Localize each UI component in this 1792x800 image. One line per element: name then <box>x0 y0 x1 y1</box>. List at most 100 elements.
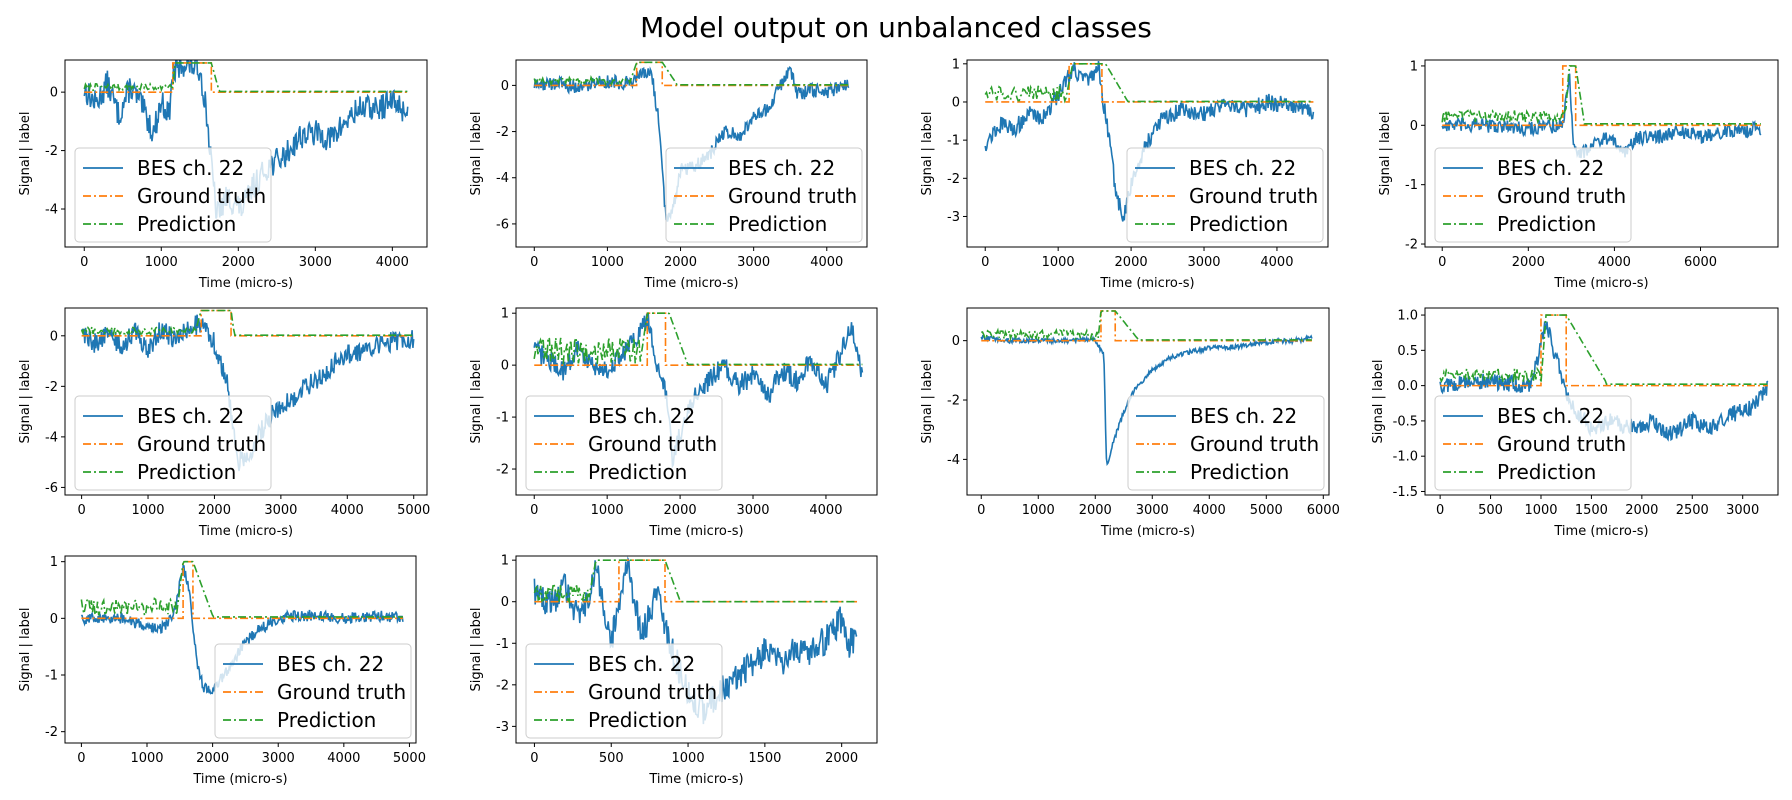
x-axis-label: Time (micro-s) <box>648 524 743 539</box>
figure-title: Model output on unbalanced classes <box>640 11 1152 44</box>
y-axis-label: Signal | label <box>920 359 935 443</box>
y-tick-label: 1 <box>1410 59 1418 74</box>
legend-signal-label: BES ch. 22 <box>728 156 835 180</box>
axes-frame <box>515 59 868 248</box>
legend-signal-label: BES ch. 22 <box>277 652 384 676</box>
y-tick-label: 1 <box>952 57 960 72</box>
y-tick-label: -1 <box>947 134 960 149</box>
prediction-line <box>533 312 863 366</box>
y-axis-label: Signal | label <box>1378 111 1393 195</box>
legend-signal-label: BES ch. 22 <box>1497 156 1604 180</box>
y-tick-label: 0.5 <box>1397 344 1418 359</box>
plot-area <box>980 310 1313 466</box>
legend: BES ch. 22 Ground truth Prediction <box>665 147 863 243</box>
prediction-line <box>533 559 857 604</box>
x-tick-label: 3000 <box>1136 503 1169 518</box>
legend-ground-truth-label: Ground truth <box>137 184 266 208</box>
y-tick-label: 0 <box>501 79 509 94</box>
x-tick-label: 4000 <box>1193 503 1226 518</box>
ground-truth-line <box>1442 65 1761 127</box>
x-tick-label: 0 <box>1436 503 1444 518</box>
x-tick-label: 0 <box>80 255 88 270</box>
y-axis-label: Signal | label <box>469 607 484 691</box>
y-tick-label: 1 <box>501 307 509 322</box>
y-tick-label: -3 <box>947 210 960 225</box>
legend: BES ch. 22 Ground truth Prediction <box>74 395 272 491</box>
y-tick-label: -1 <box>1405 178 1418 193</box>
legend-signal-label: BES ch. 22 <box>137 156 244 180</box>
y-axis-label: Signal | label <box>18 607 33 691</box>
y-tick-label: -1 <box>496 411 509 426</box>
y-tick-label: 0 <box>50 86 58 101</box>
legend-prediction-label: Prediction <box>137 460 236 484</box>
x-tick-label: 1000 <box>1524 503 1557 518</box>
x-axis-label: Time (micro-s) <box>198 524 293 539</box>
legend: BES ch. 22 Ground truth Prediction <box>74 147 272 243</box>
x-tick-label: 6000 <box>1307 503 1340 518</box>
y-tick-label: -2 <box>947 394 960 409</box>
x-tick-label: 0 <box>530 255 538 270</box>
legend-box <box>525 395 723 491</box>
y-tick-label: -2 <box>45 144 58 159</box>
y-tick-label: -1 <box>496 637 509 652</box>
y-tick-label: -1.0 <box>1393 450 1418 465</box>
legend-prediction-label: Prediction <box>1189 212 1288 236</box>
x-axis-label: Time (micro-s) <box>1100 524 1195 539</box>
y-tick-label: 1 <box>501 554 509 569</box>
legend-ground-truth-label: Ground truth <box>1497 184 1626 208</box>
x-tick-label: 1500 <box>748 751 781 766</box>
x-tick-label: 3000 <box>262 751 295 766</box>
y-tick-label: 0 <box>50 612 58 627</box>
y-tick-label: -6 <box>45 481 58 496</box>
x-tick-label: 0 <box>77 503 85 518</box>
x-tick-label: 500 <box>1478 503 1503 518</box>
y-tick-label: -2 <box>496 463 509 478</box>
x-tick-label: 3000 <box>737 255 770 270</box>
y-axis-label: Signal | label <box>469 359 484 443</box>
y-tick-label: 1 <box>50 555 58 570</box>
x-tick-label: 1000 <box>145 255 178 270</box>
x-tick-label: 2500 <box>1676 503 1709 518</box>
axes-frame <box>966 59 1329 248</box>
x-tick-label: 1000 <box>1022 503 1055 518</box>
axes-frame <box>515 555 878 744</box>
prediction-line <box>981 310 1312 342</box>
legend: BES ch. 22 Ground truth Prediction <box>525 395 723 491</box>
x-axis-label: Time (micro-s) <box>1099 276 1194 291</box>
y-tick-label: 0 <box>501 359 509 374</box>
y-tick-label: -2 <box>45 725 58 740</box>
x-tick-label: 3000 <box>1726 503 1759 518</box>
ground-truth-line <box>985 63 1314 103</box>
x-tick-label: 4000 <box>1598 255 1631 270</box>
subplot-7: 0 1000 2000 3000 4000 5000 6000 0 -2 -4 Time (micr… <box>920 307 1340 539</box>
x-tick-label: 2000 <box>198 503 231 518</box>
y-tick-label: -4 <box>45 430 58 445</box>
x-tick-label: 5000 <box>1250 503 1283 518</box>
x-axis-label: Time (micro-s) <box>648 772 743 787</box>
x-tick-label: 4000 <box>810 255 843 270</box>
legend-box <box>665 147 863 243</box>
axes-frame <box>1424 59 1779 248</box>
axes-frame <box>1424 307 1779 496</box>
legend-signal-label: BES ch. 22 <box>1190 404 1297 428</box>
y-tick-label: 0 <box>50 329 58 344</box>
legend-ground-truth-label: Ground truth <box>137 432 266 456</box>
x-tick-label: 0 <box>977 503 985 518</box>
legend-prediction-label: Prediction <box>588 460 687 484</box>
x-tick-label: 4000 <box>1260 255 1293 270</box>
subplot-2: 0 1000 2000 3000 4000 0 -2 -4 -6 Time (micro-s) Si… <box>469 59 868 291</box>
subplot-10: 0 500 1000 1500 2000 1 0 -1 -2 -3 Time (micro-s) Si… <box>469 554 878 787</box>
legend-ground-truth-label: Ground truth <box>1189 184 1318 208</box>
x-tick-label: 2000 <box>664 503 697 518</box>
y-tick-label: -4 <box>947 453 960 468</box>
axes-frame <box>64 555 417 744</box>
legend-box <box>1434 395 1632 491</box>
ground-truth-line <box>534 61 849 87</box>
prediction-line <box>80 309 414 338</box>
prediction-line <box>83 62 408 94</box>
legend: BES ch. 22 Ground truth Prediction <box>214 643 412 739</box>
prediction-line <box>984 63 1314 104</box>
x-tick-label: 2000 <box>196 751 229 766</box>
y-axis-label: Signal | label <box>920 111 935 195</box>
